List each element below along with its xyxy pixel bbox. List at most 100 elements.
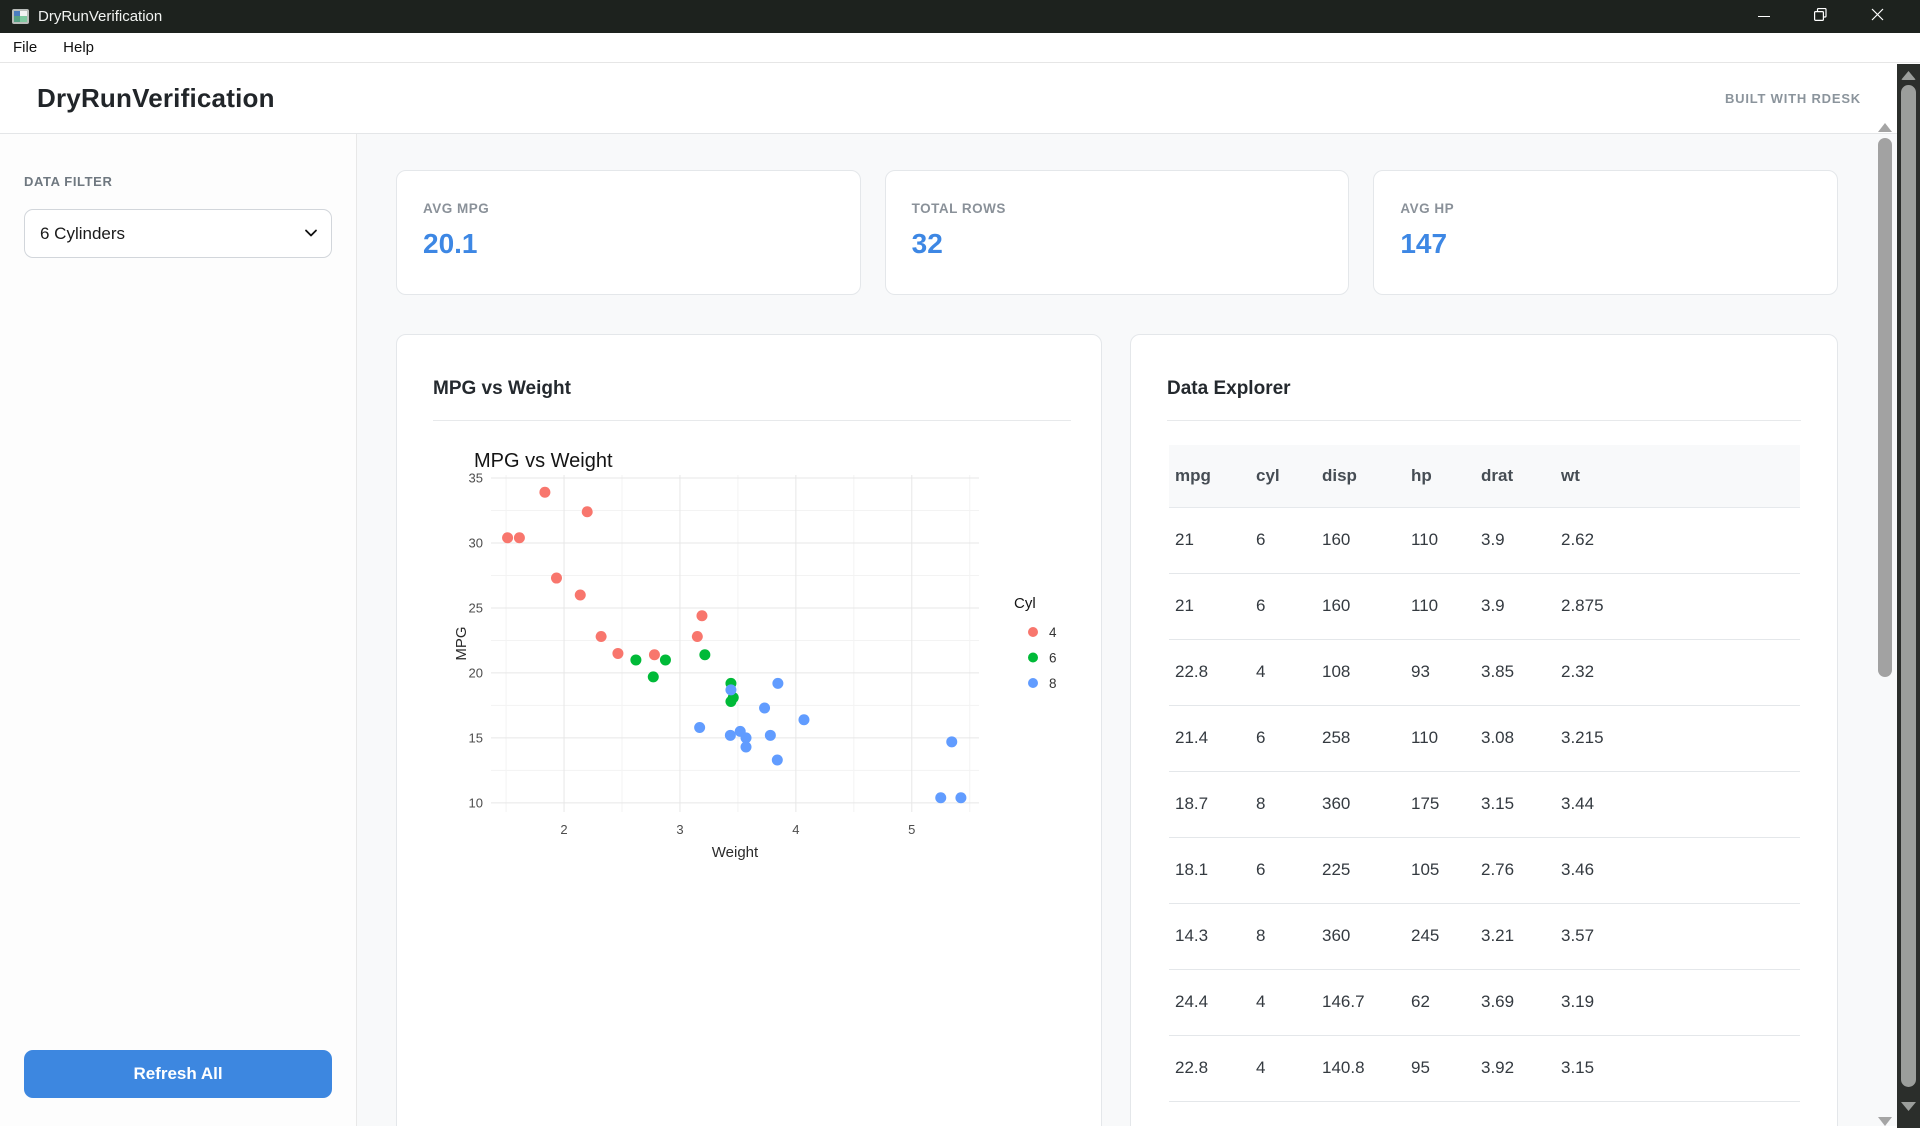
restore-button[interactable] <box>1792 0 1849 33</box>
scatter-point-cyl6 <box>647 671 659 683</box>
scatter-point-cyl6 <box>699 649 711 661</box>
refresh-all-button[interactable]: Refresh All <box>24 1050 332 1098</box>
table-cell: 95 <box>1405 1035 1475 1102</box>
scatter-point-cyl8 <box>759 702 771 714</box>
cylinder-filter-select[interactable]: 6 Cylinders <box>24 209 332 258</box>
table-cell: 2.76 <box>1475 837 1555 904</box>
scatter-point-cyl6 <box>725 696 737 708</box>
table-row: 21 6 160 110 3.9 2.875 <box>1169 573 1800 640</box>
scatter-point-cyl4 <box>696 610 708 622</box>
table-cell: 93 <box>1405 639 1475 706</box>
legend-label: 6 <box>1049 651 1057 666</box>
table-cell: 14.3 <box>1169 903 1250 970</box>
table-row: 24.4 4 146.7 62 3.69 3.19 <box>1169 969 1800 1036</box>
scatter-point-cyl4 <box>581 506 593 518</box>
table-cell: 4 <box>1250 639 1316 706</box>
table-cell: 225 <box>1316 837 1405 904</box>
table-cell: 160 <box>1316 507 1405 574</box>
data-explorer-card: Data Explorer mpg cyl disp <box>1130 334 1838 1126</box>
table-cell: 2.62 <box>1555 507 1800 574</box>
stat-label: TOTAL ROWS <box>911 201 1006 216</box>
column-header-mpg: mpg <box>1169 445 1250 508</box>
y-tick-label: 25 <box>469 600 483 615</box>
table-cell: 3.15 <box>1555 1035 1800 1102</box>
table-cell: 21 <box>1169 573 1250 640</box>
table-cell: 4 <box>1250 1035 1316 1102</box>
scroll-up-icon[interactable] <box>1878 123 1892 132</box>
table-cell: 6 <box>1250 507 1316 574</box>
app-icon <box>12 9 29 24</box>
scatter-point-cyl8 <box>772 677 784 689</box>
table-cell: 22.8 <box>1169 1035 1250 1102</box>
scatter-point-cyl6 <box>630 654 642 666</box>
close-button[interactable] <box>1849 0 1906 33</box>
scatter-point-cyl8 <box>724 729 736 741</box>
divider <box>433 420 1071 421</box>
y-tick-label: 10 <box>469 795 483 810</box>
scatter-point-cyl8 <box>740 741 752 753</box>
table-cell: 8 <box>1250 771 1316 838</box>
table-cell: 360 <box>1316 903 1405 970</box>
table-cell: 140.8 <box>1316 1035 1405 1102</box>
window-scrollbar <box>1897 64 1920 1128</box>
table-header-row: mpg cyl disp hp drat wt <box>1169 445 1800 508</box>
x-axis-title: Weight <box>712 844 759 861</box>
table-row: 14.3 8 360 245 3.21 3.57 <box>1169 903 1800 970</box>
table-cell: 146.7 <box>1316 969 1405 1036</box>
table-cell: 6 <box>1250 705 1316 772</box>
y-tick-label: 15 <box>469 730 483 745</box>
table-cell: 3.92 <box>1475 1035 1555 1102</box>
window-title: DryRunVerification <box>38 8 163 25</box>
scatter-point-cyl8 <box>935 792 947 804</box>
scatter-point-cyl8 <box>694 722 706 734</box>
x-tick-label: 4 <box>792 822 799 837</box>
column-header-drat: drat <box>1475 445 1555 508</box>
table-cell: 110 <box>1405 507 1475 574</box>
scroll-down-icon[interactable] <box>1901 1102 1916 1111</box>
table-cell: 24.4 <box>1169 969 1250 1036</box>
table-cell: 360 <box>1316 771 1405 838</box>
stat-card-avg-mpg: AVG MPG 20.1 <box>396 170 861 295</box>
scatter-point-cyl4 <box>648 649 660 661</box>
chart-card: 2 3 4 5 10 15 20 25 30 35 MPG vs Weight Weight MPG Cy… <box>396 334 1102 1126</box>
page-title: DryRunVerification <box>37 82 275 113</box>
table-cell: 3.69 <box>1475 969 1555 1036</box>
sidebar: DATA FILTER 6 Cylinders Refresh All <box>0 134 357 1126</box>
y-tick-label: 30 <box>469 535 483 550</box>
scroll-down-icon[interactable] <box>1878 1117 1892 1126</box>
stat-card-avg-hp: AVG HP 147 <box>1373 170 1839 295</box>
table-cell: 160 <box>1316 573 1405 640</box>
table-cell: 8 <box>1250 903 1316 970</box>
table-cell: 62 <box>1405 969 1475 1036</box>
content-scrollbar-thumb[interactable] <box>1878 138 1892 677</box>
scatter-point-cyl8 <box>764 729 776 741</box>
stats-row: AVG MPG 20.1 TOTAL ROWS 32 AVG HP 147 <box>396 170 1839 295</box>
menu-file[interactable]: File <box>13 39 38 56</box>
column-header-cyl: cyl <box>1250 445 1316 508</box>
built-with-badge: BUILT WITH RDESK <box>1724 90 1861 106</box>
legend-label: 4 <box>1049 625 1057 640</box>
restore-icon <box>1814 7 1827 26</box>
minimize-button[interactable] <box>1735 0 1792 33</box>
x-tick-label: 3 <box>676 822 683 837</box>
table-cell: 21.4 <box>1169 705 1250 772</box>
table-row: 18.1 6 225 105 2.76 3.46 <box>1169 837 1800 904</box>
scatter-point-cyl4 <box>502 532 514 544</box>
scatter-point-cyl4 <box>595 631 607 643</box>
legend-swatch <box>1028 678 1038 688</box>
y-tick-label: 20 <box>469 665 483 680</box>
stat-value: 32 <box>911 228 943 259</box>
scroll-up-icon[interactable] <box>1901 71 1916 80</box>
window-scrollbar-thumb[interactable] <box>1901 85 1916 1087</box>
menu-help[interactable]: Help <box>63 39 95 56</box>
table-cell: 3.46 <box>1555 837 1800 904</box>
legend-swatch <box>1028 652 1038 663</box>
table-cell: 3.08 <box>1475 705 1555 772</box>
scatter-point-cyl8 <box>725 684 737 696</box>
scatter-point-cyl8 <box>946 736 958 748</box>
scatter-point-cyl8 <box>771 754 783 766</box>
stat-card-total-rows: TOTAL ROWS 32 <box>884 170 1350 295</box>
table-cell: 3.19 <box>1555 969 1800 1036</box>
column-header-wt: wt <box>1555 445 1800 508</box>
